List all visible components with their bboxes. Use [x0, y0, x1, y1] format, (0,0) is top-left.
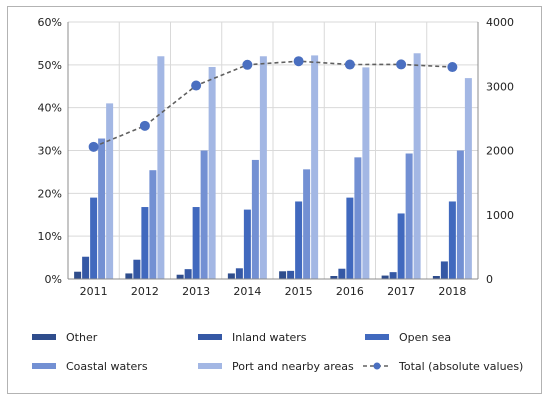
bar	[303, 169, 311, 279]
bar	[330, 276, 338, 279]
bar	[456, 150, 464, 279]
bar	[259, 56, 267, 280]
x-tick-label: 2012	[131, 285, 159, 298]
bar	[157, 56, 165, 280]
bar	[440, 261, 448, 279]
bar	[106, 103, 114, 279]
line-point	[139, 120, 150, 131]
legend-swatch	[365, 334, 389, 340]
line-point	[447, 62, 458, 73]
bar	[125, 273, 133, 279]
y-right-tick-label: 0	[486, 273, 493, 286]
bar	[381, 275, 389, 279]
y-right-tick-label: 4000	[486, 16, 514, 29]
x-tick-label: 2011	[80, 285, 108, 298]
bar	[389, 272, 397, 279]
legend-swatch	[198, 363, 222, 369]
x-tick-label: 2014	[233, 285, 261, 298]
x-tick-label: 2017	[387, 285, 415, 298]
bar	[346, 197, 354, 279]
y-left-tick-label: 20%	[38, 187, 62, 200]
bar	[251, 159, 259, 279]
bar	[141, 207, 149, 279]
total-line	[88, 56, 458, 152]
legend-label: Other	[66, 331, 98, 344]
line-point	[344, 59, 355, 70]
line-point	[88, 141, 99, 152]
y-left-tick-label: 30%	[38, 145, 62, 158]
legend-label: Inland waters	[232, 331, 307, 344]
y-left-tick-label: 40%	[38, 102, 62, 115]
x-tick-label: 2013	[182, 285, 210, 298]
bar	[448, 201, 456, 279]
x-tick-label: 2018	[438, 285, 466, 298]
legend-label: Total (absolute values)	[398, 360, 523, 373]
total-line-path	[93, 60, 453, 148]
bar	[192, 207, 200, 279]
bar	[133, 259, 141, 279]
legend-swatch	[32, 363, 56, 369]
x-tick-label: 2015	[285, 285, 313, 298]
legend: Other Inland waters Open sea Coastal waters…	[32, 331, 523, 373]
bar	[405, 153, 413, 279]
bar	[287, 270, 295, 279]
bar	[200, 150, 208, 279]
line-point	[191, 80, 202, 91]
bar	[397, 213, 405, 279]
legend-label: Coastal waters	[66, 360, 148, 373]
bar	[354, 157, 362, 279]
bar	[338, 268, 346, 279]
y-right-tick-label: 1000	[486, 209, 514, 222]
bar	[208, 66, 216, 279]
bar	[82, 256, 90, 279]
bar	[98, 138, 106, 279]
bar	[90, 197, 98, 279]
line-point	[396, 59, 407, 70]
bar	[362, 67, 370, 279]
bar	[176, 274, 184, 279]
axes: 0% 10% 20% 30% 40% 50% 60% 0 1000 2000 3000 4000 201…	[38, 16, 514, 298]
y-left-tick-label: 10%	[38, 230, 62, 243]
bar	[311, 55, 319, 279]
bar	[184, 269, 192, 279]
bars	[74, 53, 472, 280]
line-point	[293, 56, 304, 67]
y-right-tick-label: 2000	[486, 145, 514, 158]
bar	[149, 170, 157, 279]
bar	[464, 78, 472, 279]
legend-swatch	[198, 334, 222, 340]
y-right-tick-label: 3000	[486, 80, 514, 93]
y-left-tick-label: 60%	[38, 16, 62, 29]
legend-label: Port and nearby areas	[232, 360, 354, 373]
bar	[243, 209, 251, 279]
legend-swatch	[32, 334, 56, 340]
bar	[235, 268, 243, 279]
y-left-tick-label: 0%	[45, 273, 62, 286]
legend-label: Open sea	[399, 331, 451, 344]
bar	[227, 273, 235, 279]
line-point	[242, 59, 253, 70]
bar	[74, 271, 82, 279]
legend-marker	[373, 362, 381, 370]
bar	[413, 53, 421, 279]
y-left-tick-label: 50%	[38, 59, 62, 72]
bar	[279, 271, 287, 279]
x-tick-label: 2016	[336, 285, 364, 298]
bar	[432, 276, 440, 279]
bar	[295, 201, 303, 279]
